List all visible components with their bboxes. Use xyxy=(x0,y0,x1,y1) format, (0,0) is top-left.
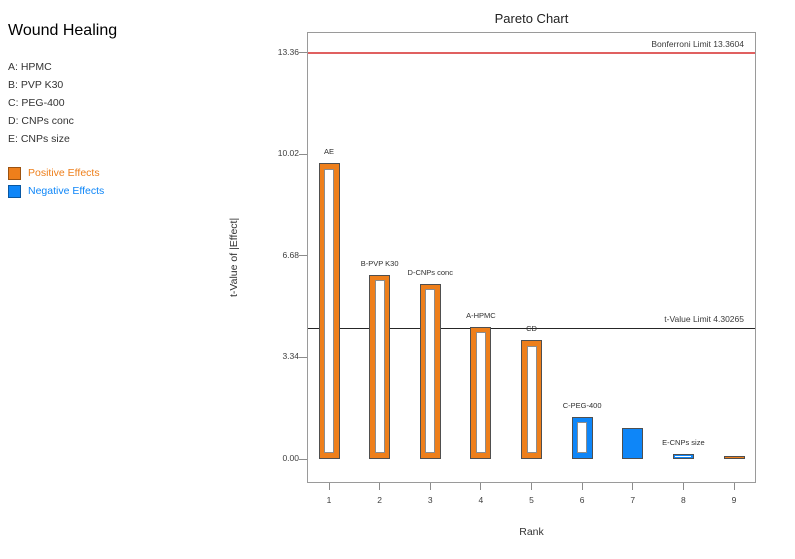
x-tickmark-2 xyxy=(429,483,431,490)
bar-rank-9[interactable] xyxy=(723,455,745,459)
bar-label-rank-4: A-HPMC xyxy=(466,310,496,320)
positive-effects-swatch-icon xyxy=(8,166,21,180)
x-tickmark-7 xyxy=(682,483,684,490)
x-tickmark-3 xyxy=(480,483,482,490)
chart-title: Pareto Chart xyxy=(494,11,569,26)
x-tick-label-5: 6 xyxy=(579,495,585,505)
legend-label: Negative Effects xyxy=(28,185,105,197)
legend-item-negative: Negative Effects xyxy=(8,182,104,200)
bar-rank-7[interactable] xyxy=(622,427,644,459)
reference-line-0 xyxy=(308,51,755,54)
bar-rank-6[interactable] xyxy=(571,416,593,459)
factor-item-4: E: CNPs size xyxy=(8,133,70,145)
y-tickmark-3 xyxy=(299,153,307,155)
legend-label: Positive Effects xyxy=(28,167,100,179)
factor-list: A: HPMC B: PVP K30 C: PEG-400 D: CNPs conc E… xyxy=(8,58,74,148)
y-tickmark-0 xyxy=(299,458,307,460)
reference-line-1 xyxy=(308,327,755,329)
bar-rank-5[interactable] xyxy=(521,340,542,459)
x-tickmark-1 xyxy=(379,483,381,490)
bar-hollow-center xyxy=(374,280,385,454)
x-tick-label-1: 2 xyxy=(377,495,382,505)
bar-label-rank-5: CD xyxy=(526,324,537,334)
x-tickmark-6 xyxy=(632,483,634,490)
y-tickmark-1 xyxy=(299,356,307,358)
bar-hollow-center xyxy=(577,422,588,454)
y-tick-label-4: 13.36 xyxy=(277,46,299,57)
bar-rank-1[interactable] xyxy=(318,163,340,459)
y-tickmark-4 xyxy=(299,52,307,54)
legend-item-positive: Positive Effects xyxy=(8,164,104,182)
x-tick-label-7: 8 xyxy=(681,495,686,505)
x-tick-label-8: 9 xyxy=(731,495,737,505)
panel-title: Wound Healing xyxy=(8,22,118,39)
y-tick-label-2: 6.68 xyxy=(282,249,299,260)
bar-label-rank-6: C-PEG-400 xyxy=(562,400,602,410)
factor-item-2: C: PEG-400 xyxy=(8,97,65,109)
bar-hollow-center xyxy=(475,332,486,454)
reference-line-label-0: Bonferroni Limit 13.3604 xyxy=(651,38,744,49)
bar-label-rank-3: D-CNPs conc xyxy=(407,267,453,277)
reference-line-label-1: t-Value Limit 4.30265 xyxy=(664,314,744,325)
bar-hollow-center xyxy=(324,168,334,454)
y-tick-label-3: 10.02 xyxy=(277,148,299,159)
bar-label-rank-2: B-PVP K30 xyxy=(360,258,399,268)
x-tick-label-4: 5 xyxy=(529,495,534,505)
x-tick-label-2: 3 xyxy=(427,495,433,505)
bar-rank-8[interactable] xyxy=(672,453,694,459)
bar-rank-4[interactable] xyxy=(470,326,492,459)
x-tickmark-5 xyxy=(581,483,583,490)
x-tick-label-6: 7 xyxy=(630,495,636,505)
factor-item-0: A: HPMC xyxy=(8,61,52,73)
bar-label-rank-8: E-CNPs size xyxy=(662,437,705,447)
y-tick-label-1: 3.34 xyxy=(282,351,299,362)
bar-hollow-center xyxy=(425,289,436,454)
legend: Positive Effects Negative Effects xyxy=(8,164,104,200)
bar-label-rank-1: AE xyxy=(323,147,334,157)
y-axis-label: t-Value of |Effect| xyxy=(228,217,240,297)
bar-hollow-center xyxy=(526,345,537,454)
negative-effects-swatch-icon xyxy=(8,184,21,198)
x-tick-label-0: 1 xyxy=(326,495,332,505)
factor-item-3: D: CNPs conc xyxy=(8,115,74,127)
bar-rank-2[interactable] xyxy=(369,274,391,459)
y-tick-label-0: 0.00 xyxy=(282,453,299,463)
x-axis-label: Rank xyxy=(519,526,544,538)
x-tickmark-8 xyxy=(733,483,735,490)
factor-item-1: B: PVP K30 xyxy=(8,79,64,91)
x-tickmark-0 xyxy=(328,483,330,490)
bar-rank-3[interactable] xyxy=(419,283,441,459)
y-tickmark-2 xyxy=(299,255,307,257)
x-tickmark-4 xyxy=(531,483,532,490)
x-tick-label-3: 4 xyxy=(478,495,484,505)
bar-hollow-center xyxy=(675,455,692,457)
